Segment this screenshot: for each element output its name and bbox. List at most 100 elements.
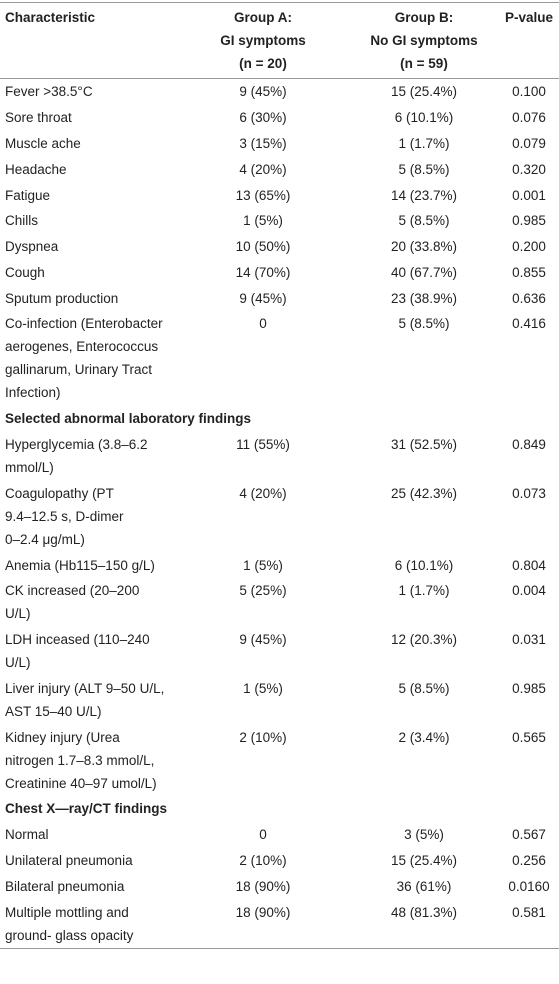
data-row: Chills 1 (5%) 5 (8.5%) 0.985: [0, 208, 559, 234]
characteristic-cell: Unilateral pneumonia: [0, 848, 207, 874]
group-a-cell: 5 (25%): [239, 583, 287, 599]
data-row: Fever >38.5°C 9 (45%) 15 (25.4%) 0.100: [0, 79, 559, 105]
header-row: Characteristic Group A: GI symptoms (n = 20…: [0, 3, 559, 79]
p-value-cell: 0.985: [512, 213, 546, 229]
characteristic-text: CK increased (20–200: [5, 583, 140, 599]
group-b-cell: 15 (25.4%): [390, 853, 458, 869]
group-b-cell: 3 (5%): [404, 827, 444, 843]
group-a-cell: 1 (5%): [243, 213, 283, 229]
group-a-cell: 14 (70%): [235, 264, 291, 280]
characteristic-text: Sputum production: [5, 290, 119, 306]
group-b-cell: 6 (10.1%): [394, 557, 454, 573]
p-value-cell: 0.416: [512, 316, 546, 332]
characteristic-text: Hyperglycemia (3.8–6.2: [5, 436, 148, 452]
p-value-cell: 0.076: [512, 110, 546, 126]
group-b-cell: 12 (20.3%): [390, 632, 458, 648]
p-value-cell: 0.079: [512, 135, 546, 151]
characteristic-cell: Sputum production: [0, 285, 207, 311]
characteristic-text: Unilateral pneumonia: [5, 853, 133, 869]
group-a-cell: 10 (50%): [235, 239, 291, 255]
data-table: Characteristic Group A: GI symptoms (n = 20…: [0, 2, 559, 949]
characteristic-cell: Kidney injury (Urea nitrogen 1.7–8.3 mmol…: [0, 724, 207, 796]
characteristic-text: Creatinine 40–97 umol/L): [5, 775, 157, 791]
p-value-cell: 0.0160: [508, 878, 550, 894]
characteristic-cell: Multiple mottling and ground- glass opaci…: [0, 899, 207, 948]
group-b-cell: 36 (61%): [396, 878, 452, 894]
characteristic-cell: Dyspnea: [0, 234, 207, 260]
characteristic-text: Multiple mottling and: [5, 904, 129, 920]
p-value-cell: 0.985: [512, 680, 546, 696]
characteristic-text: Coagulopathy (PT: [5, 485, 114, 501]
p-value-cell: 0.849: [512, 436, 546, 452]
characteristic-text: AST 15–40 U/L): [5, 703, 102, 719]
group-b-cell: 20 (33.8%): [390, 239, 458, 255]
data-row: Multiple mottling and ground- glass opaci…: [0, 899, 559, 948]
group-a-cell: 0: [259, 316, 267, 332]
data-row: Co-infection (Enterobacter aerogenes, Ent…: [0, 311, 559, 406]
p-value-cell: 0.565: [512, 729, 546, 745]
characteristic-text: Muscle ache: [5, 135, 81, 151]
characteristic-text: Chills: [5, 213, 39, 229]
characteristic-cell: Bilateral pneumonia: [0, 873, 207, 899]
characteristic-cell: Cough: [0, 259, 207, 285]
data-row: LDH inceased (110–240 U/L) 9 (45%) 12 (20.3…: [0, 627, 559, 676]
data-row: Normal 0 3 (5%) 0.567: [0, 822, 559, 848]
characteristic-text: LDH inceased (110–240: [5, 632, 150, 648]
data-row: Unilateral pneumonia 2 (10%) 15 (25.4%) 0.2…: [0, 848, 559, 874]
group-a-cell: 2 (10%): [239, 853, 287, 869]
data-row: Liver injury (ALT 9–50 U/L, AST 15–40 U/L…: [0, 676, 559, 725]
group-b-cell: 31 (52.5%): [390, 436, 458, 452]
group-b-cell: 48 (81.3%): [390, 904, 458, 920]
header-text: Characteristic: [5, 10, 96, 25]
p-value-cell: 0.855: [512, 264, 546, 280]
characteristic-text: Fatigue: [5, 187, 51, 203]
characteristic-cell: LDH inceased (110–240 U/L): [0, 627, 207, 676]
characteristic-text: nitrogen 1.7–8.3 mmol/L,: [5, 752, 155, 768]
table-header: Characteristic Group A: GI symptoms (n = 20…: [0, 3, 559, 79]
group-a-cell: 0: [259, 827, 267, 843]
characteristic-cell: Co-infection (Enterobacter aerogenes, Ent…: [0, 311, 207, 406]
p-value-cell: 0.581: [512, 904, 546, 920]
header-text: GI symptoms: [220, 33, 306, 48]
p-value-cell: 0.804: [512, 557, 546, 573]
characteristic-cell: Coagulopathy (PT 9.4–12.5 s, D-dimer 0–2.4…: [0, 480, 207, 552]
characteristic-cell: Sore throat: [0, 105, 207, 131]
data-row: Coagulopathy (PT 9.4–12.5 s, D-dimer 0–2.4…: [0, 480, 559, 552]
header-text: Group B:: [394, 10, 454, 25]
group-b-cell: 2 (3.4%): [398, 729, 450, 745]
section-row: Selected abnormal laboratory findings: [0, 406, 559, 432]
group-b-cell: 14 (23.7%): [390, 187, 458, 203]
group-a-cell: 2 (10%): [239, 729, 287, 745]
group-a-cell: 11 (55%): [236, 436, 290, 452]
header-cell: Group A: GI symptoms (n = 20): [207, 3, 319, 79]
group-a-cell: 18 (90%): [235, 878, 291, 894]
group-a-cell: 9 (45%): [239, 290, 287, 306]
characteristic-text: Headache: [5, 161, 67, 177]
p-value-cell: 0.320: [512, 161, 546, 177]
group-a-cell: 18 (90%): [235, 904, 291, 920]
characteristic-text: Fever >38.5°C: [5, 84, 93, 100]
header-text: P-value: [504, 10, 554, 25]
group-a-cell: 13 (65%): [235, 187, 291, 203]
group-a-cell: 4 (20%): [239, 161, 287, 177]
data-row: Sputum production 9 (45%) 23 (38.9%) 0.636: [0, 285, 559, 311]
header-cell: P-value: [499, 3, 559, 79]
p-value-cell: 0.567: [512, 827, 546, 843]
characteristic-cell: Chills: [0, 208, 207, 234]
group-b-cell: 1 (1.7%): [398, 583, 450, 599]
group-b-cell: 40 (67.7%): [390, 264, 458, 280]
section-row: Chest X—ray/CT findings: [0, 796, 559, 822]
data-row: Fatigue 13 (65%) 14 (23.7%) 0.001: [0, 182, 559, 208]
characteristic-text: 0–2.4 μg/mL): [5, 531, 85, 547]
characteristic-text: ground- glass opacity: [5, 927, 134, 943]
group-b-cell: 5 (8.5%): [398, 161, 450, 177]
group-b-cell: 23 (38.9%): [390, 290, 458, 306]
characteristic-cell: Fatigue: [0, 182, 207, 208]
p-value-cell: 0.001: [512, 187, 546, 203]
group-b-cell: 15 (25.4%): [390, 84, 458, 100]
characteristic-cell: Normal: [0, 822, 207, 848]
data-row: Muscle ache 3 (15%) 1 (1.7%) 0.079: [0, 131, 559, 157]
characteristic-text: mmol/L): [5, 459, 54, 475]
p-value-cell: 0.636: [512, 290, 546, 306]
